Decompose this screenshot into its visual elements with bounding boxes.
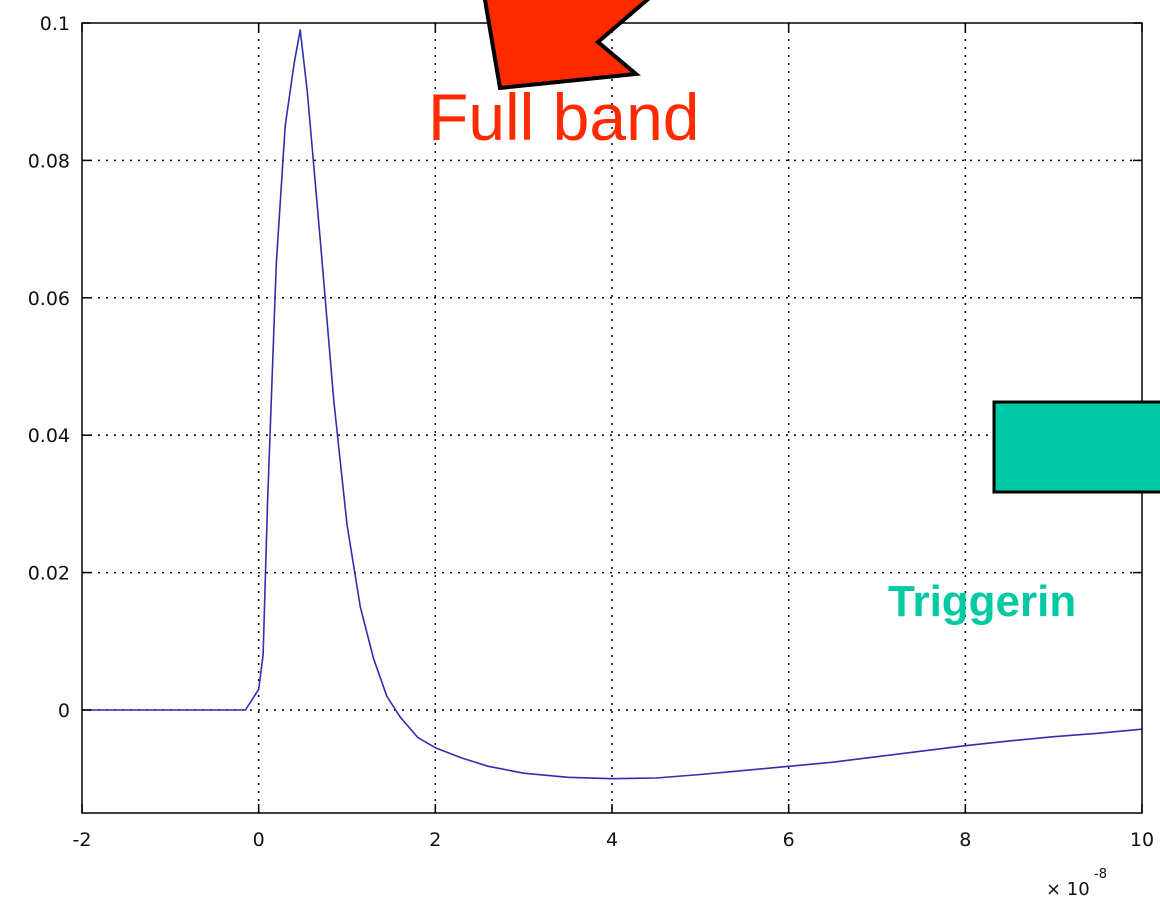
full-band-annotation: Full band bbox=[428, 80, 700, 154]
y-tick-label: 0 bbox=[58, 700, 70, 722]
tick-labels: -2 0 2 4 6 8 10 0 0.02 0.04 0.06 0.08 0.1 bbox=[28, 13, 1154, 851]
series-line bbox=[82, 29, 1143, 780]
y-tick-label: 0.1 bbox=[40, 13, 70, 35]
tick-marks bbox=[81, 22, 1143, 813]
x-multiplier-label: × 10 bbox=[1046, 879, 1090, 900]
grid-lines bbox=[82, 23, 1142, 813]
triggering-annotation: Triggerin bbox=[888, 577, 1076, 626]
x-tick-label: 4 bbox=[606, 829, 618, 851]
teal-box-shape bbox=[992, 400, 1160, 494]
x-tick-label: 0 bbox=[253, 829, 265, 851]
x-tick-label: 2 bbox=[429, 829, 441, 851]
y-tick-label: 0.04 bbox=[28, 425, 70, 447]
x-multiplier-exponent: -8 bbox=[1094, 867, 1107, 882]
x-tick-label: 6 bbox=[783, 829, 795, 851]
x-tick-label: -2 bbox=[73, 829, 92, 851]
y-tick-label: 0.08 bbox=[28, 150, 70, 172]
x-tick-label: 8 bbox=[959, 829, 971, 851]
series-group bbox=[82, 29, 1143, 780]
y-tick-label: 0.06 bbox=[28, 288, 70, 310]
x-tick-label: 10 bbox=[1130, 829, 1154, 851]
red-arrow-shape bbox=[482, 0, 651, 91]
y-tick-label: 0.02 bbox=[28, 563, 70, 585]
